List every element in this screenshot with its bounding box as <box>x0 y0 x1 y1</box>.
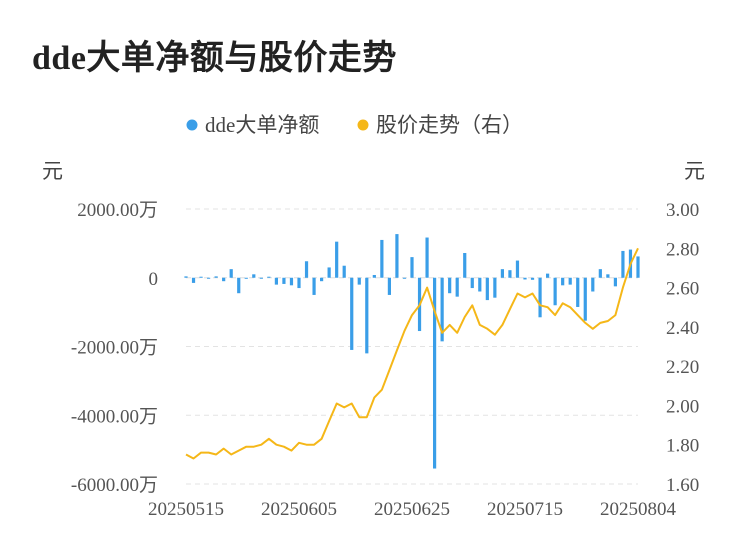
dde-bar <box>335 241 339 278</box>
dde-bar <box>448 277 452 294</box>
dde-bar <box>372 275 376 278</box>
dde-bar <box>320 277 324 282</box>
dde-bar <box>433 277 437 469</box>
dde-bar <box>380 239 384 278</box>
grid-lines <box>186 208 638 485</box>
dde-bar <box>500 269 504 278</box>
dde-bar <box>402 277 407 279</box>
dde-bar <box>259 277 263 279</box>
dde-bar <box>478 277 482 292</box>
right-tick-label: 1.80 <box>666 436 699 457</box>
dde-bars <box>184 234 640 469</box>
dde-bar <box>229 269 233 278</box>
dde-bar <box>289 277 294 286</box>
dde-bar <box>546 273 550 278</box>
dde-bar <box>470 277 474 289</box>
right-tick-label: 1.60 <box>666 475 699 496</box>
dde-bar <box>515 260 520 278</box>
dde-bar <box>222 277 226 282</box>
dde-bar <box>606 274 610 278</box>
x-axis-ticks: 20250515 20250605 20250625 20250715 20250804 <box>148 499 677 520</box>
left-tick-label: 0 <box>149 269 159 290</box>
right-tick-label: 2.20 <box>666 357 699 378</box>
dde-bar <box>583 277 587 321</box>
dde-bar <box>244 277 248 279</box>
dde-bar <box>410 257 414 278</box>
legend-label: dde大单净额 <box>205 113 319 137</box>
dde-bar <box>598 269 602 278</box>
dde-bar <box>508 270 512 278</box>
dde-bar <box>327 267 331 278</box>
dde-bar <box>184 276 188 278</box>
dde-bar <box>312 277 316 295</box>
dde-bar <box>267 276 271 278</box>
legend-label: 股价走势（右） <box>376 113 523 137</box>
dde-bar <box>365 277 369 354</box>
dde-bar <box>636 256 640 278</box>
dde-bar <box>530 277 535 280</box>
x-tick-label: 20250804 <box>600 499 677 520</box>
right-axis-ticks: 3.00 2.80 2.60 2.40 2.20 2.00 1.80 1.60 <box>666 200 699 496</box>
legend: dde大单净额 股价走势（右） <box>186 113 523 137</box>
dde-bar <box>237 277 241 294</box>
price-series-line <box>185 247 639 460</box>
dde-bar <box>297 277 301 289</box>
dde-bar <box>191 277 196 283</box>
right-tick-label: 2.00 <box>666 396 699 417</box>
x-tick-label: 20250605 <box>261 499 337 520</box>
left-axis-unit-label: 元 <box>42 159 63 183</box>
dde-bar <box>440 277 444 342</box>
dde-bar <box>485 277 489 301</box>
left-tick-label: 2000.00万 <box>77 200 158 221</box>
dde-bar <box>621 250 625 278</box>
dde-bar <box>553 277 557 306</box>
dde-bar <box>463 253 467 278</box>
dde-bar <box>395 234 399 278</box>
dde-bar <box>455 277 459 297</box>
dde-bar <box>252 274 256 278</box>
dde-bar <box>199 276 203 278</box>
left-tick-label: -4000.00万 <box>71 406 158 427</box>
right-tick-label: 2.60 <box>666 279 699 300</box>
dde-bar <box>274 277 278 285</box>
price-line <box>185 247 639 460</box>
dde-bar <box>576 277 580 307</box>
right-tick-label: 2.40 <box>666 318 699 339</box>
dde-bar <box>387 277 391 295</box>
x-tick-label: 20250715 <box>487 499 563 520</box>
dde-bar <box>561 277 565 286</box>
dde-bar <box>523 277 527 280</box>
right-tick-label: 2.80 <box>666 239 699 260</box>
dde-bar <box>538 277 542 318</box>
dde-bar <box>304 261 309 278</box>
dde-bar <box>357 277 361 285</box>
dde-bar <box>613 277 617 287</box>
dde-bar <box>282 277 286 284</box>
dde-bar <box>493 277 497 298</box>
dde-bar <box>342 265 346 278</box>
right-tick-label: 3.00 <box>666 200 699 221</box>
x-tick-label: 20250515 <box>148 499 224 520</box>
dde-bar <box>350 277 354 350</box>
chart-title: dde大单净额与股价走势 <box>32 40 397 77</box>
x-tick-label: 20250625 <box>374 499 450 520</box>
dde-bar <box>425 237 429 278</box>
legend-marker <box>357 119 369 131</box>
right-axis-unit-label: 元 <box>684 159 705 183</box>
dde-bar <box>214 276 218 278</box>
left-tick-label: -6000.00万 <box>71 475 158 496</box>
dde-bar <box>591 277 595 292</box>
dde-bar <box>207 277 211 279</box>
legend-marker <box>186 119 198 131</box>
dde-bar <box>568 277 572 285</box>
left-tick-label: -2000.00万 <box>71 338 158 359</box>
left-axis-ticks: 2000.00万 0 -2000.00万 -4000.00万 -6000.00万 <box>71 200 158 496</box>
